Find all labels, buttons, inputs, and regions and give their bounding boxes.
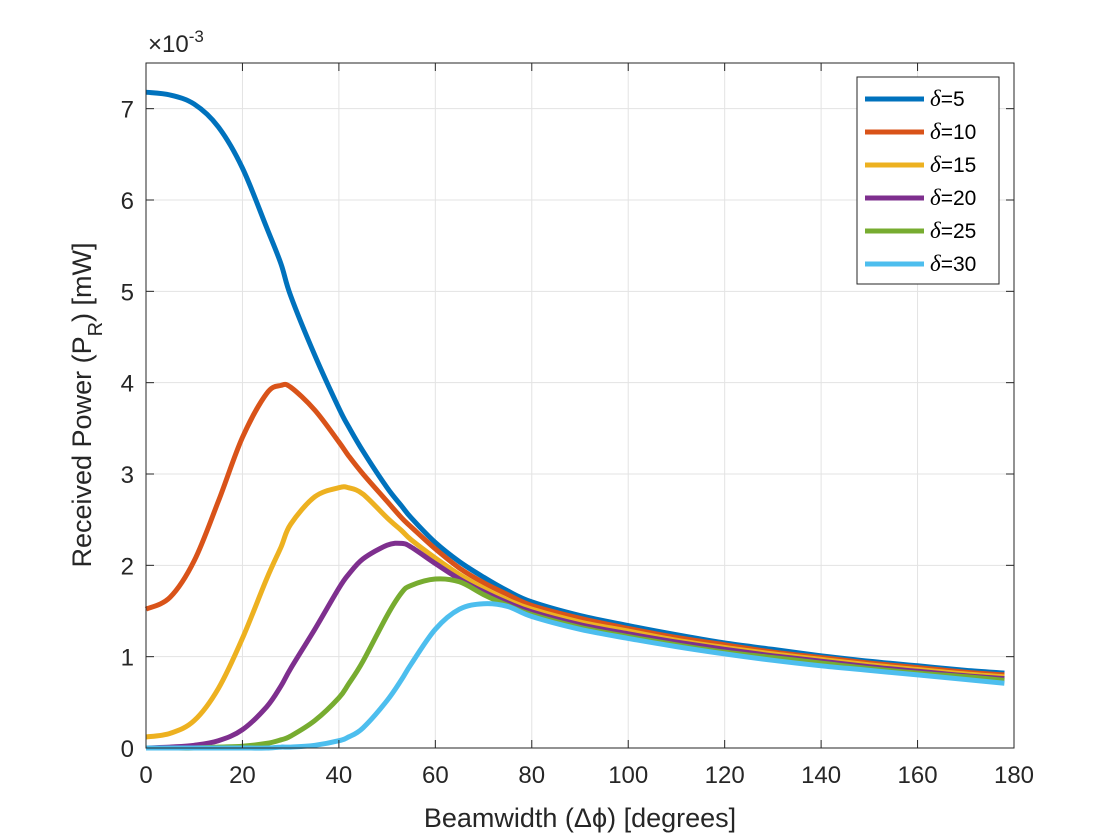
legend-items: δ=5 δ=10 δ=15 δ=20 δ=25 δ=30 xyxy=(865,86,976,276)
tick-labels: 0 20 40 60 80 100 120 140 160 180 0 1 2 3 4 5 6 7 xyxy=(121,97,1034,789)
x-tick-label: 100 xyxy=(608,762,648,789)
x-tick-label: 20 xyxy=(229,762,256,789)
y-axis-label: Received Power (PR) [mW] xyxy=(67,242,107,567)
y-exponent-label: ×10-3 xyxy=(148,27,204,58)
legend-label: δ=5 xyxy=(930,86,965,111)
legend-label: δ=30 xyxy=(930,251,976,276)
y-tick-label: 5 xyxy=(121,279,134,306)
legend-label: δ=20 xyxy=(930,185,976,210)
x-tick-label: 140 xyxy=(801,762,841,789)
x-tick-label: 160 xyxy=(898,762,938,789)
x-tick-label: 0 xyxy=(139,762,152,789)
legend-label: δ=10 xyxy=(930,119,976,144)
y-tick-label: 0 xyxy=(121,736,134,763)
y-tick-label: 3 xyxy=(121,462,134,489)
axes-box xyxy=(145,62,1015,749)
ticks xyxy=(145,63,1015,749)
series-line xyxy=(145,89,1005,676)
y-tick-label: 6 xyxy=(121,188,134,215)
x-tick-label: 120 xyxy=(705,762,745,789)
x-axis-label: Beamwidth (Δϕ) [degrees] xyxy=(424,803,736,833)
x-tick-label: 60 xyxy=(422,762,449,789)
legend-label: δ=25 xyxy=(930,218,976,243)
y-tick-label: 2 xyxy=(121,553,134,580)
series-line xyxy=(145,576,1005,751)
y-tick-label: 7 xyxy=(121,97,134,124)
legend: δ=5 δ=10 δ=15 δ=20 δ=25 δ=30 xyxy=(856,76,1000,285)
y-tick-label: 1 xyxy=(121,645,134,672)
x-tick-label: 80 xyxy=(518,762,545,789)
x-tick-label: 40 xyxy=(326,762,353,789)
y-tick-label: 4 xyxy=(121,371,134,398)
legend-box xyxy=(856,76,1000,285)
x-tick-label: 180 xyxy=(994,762,1034,789)
legend-label: δ=15 xyxy=(930,152,976,177)
